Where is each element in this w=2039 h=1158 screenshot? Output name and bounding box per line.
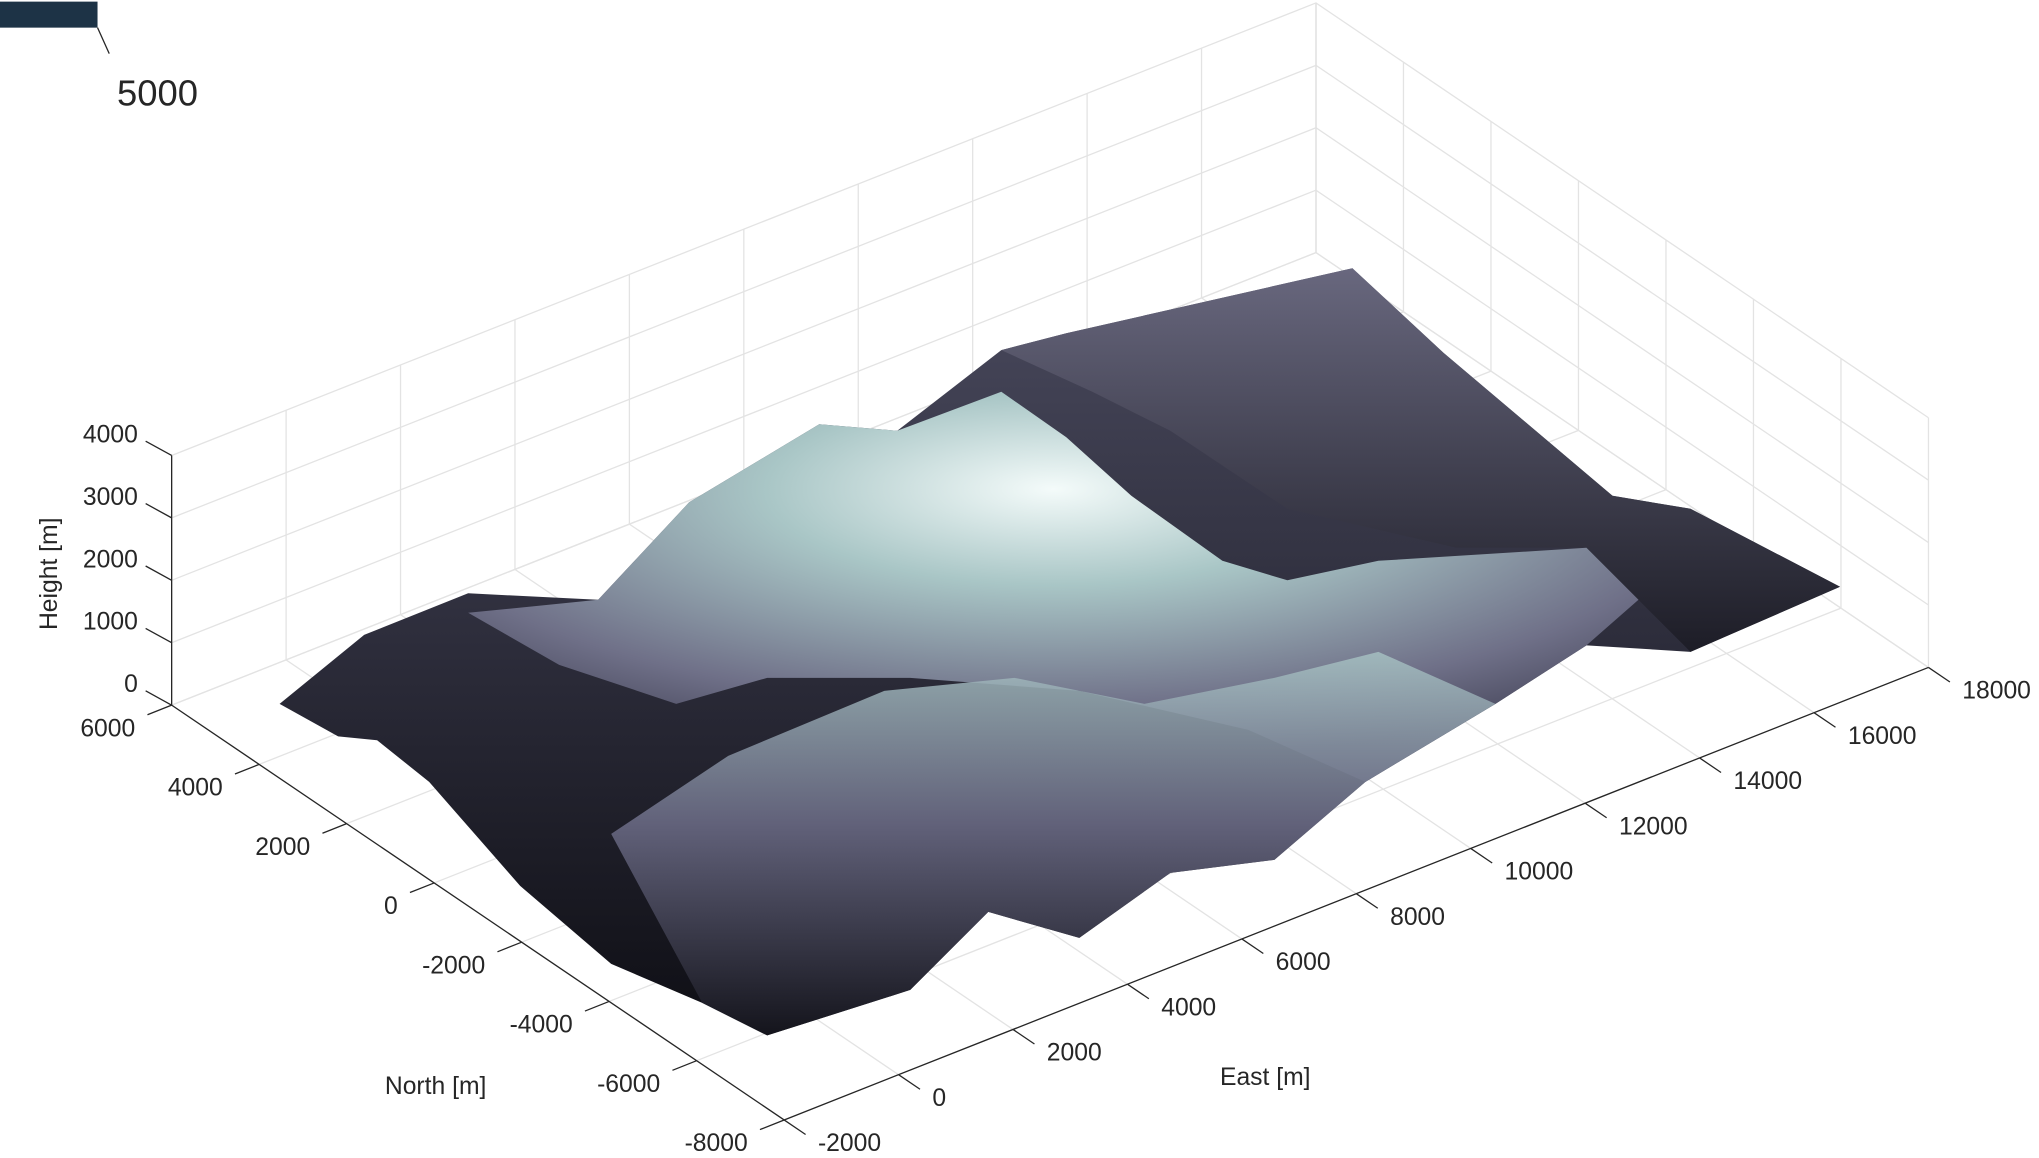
z-tick-mark	[146, 504, 172, 518]
z-tick-mark	[146, 441, 172, 455]
x-tick-mark	[1242, 939, 1263, 954]
x-tick-label: 16000	[1848, 723, 1917, 750]
y-tick-mark	[235, 764, 259, 774]
x-tick-label: 10000	[1505, 859, 1574, 886]
y-tick-label: -2000	[422, 952, 485, 979]
z-tick-label: 0	[124, 671, 138, 698]
surface-chart: 5000 East [m] North [m] Height [m] -2000…	[0, 0, 2039, 1158]
x-axis-label: East [m]	[1220, 1064, 1311, 1091]
x-tick-label: 18000	[1962, 678, 2031, 705]
z-tick-label: 2000	[83, 546, 138, 573]
y-tick-label: 4000	[168, 775, 223, 802]
y-axis-label: North [m]	[385, 1073, 487, 1100]
x-tick-mark	[1814, 713, 1835, 728]
z-tick-mark	[146, 628, 172, 642]
x-tick-mark	[1585, 803, 1606, 818]
x-tick-label: 14000	[1733, 768, 1802, 795]
cropped-label: 5000	[117, 73, 198, 114]
y-tick-label: -4000	[510, 1012, 573, 1039]
z-tick-label: 3000	[83, 484, 138, 511]
x-tick-mark	[1013, 1029, 1034, 1044]
y-tick-mark	[410, 883, 434, 893]
y-tick-mark	[585, 1001, 609, 1011]
x-tick-label: 12000	[1619, 813, 1688, 840]
x-tick-mark	[899, 1075, 920, 1090]
x-tick-label: -2000	[818, 1130, 881, 1157]
x-tick-label: 6000	[1276, 949, 1331, 976]
cropped-tick	[98, 28, 110, 54]
x-tick-label: 2000	[1047, 1040, 1102, 1067]
x-tick-label: 0	[932, 1085, 946, 1112]
y-tick-mark	[497, 942, 521, 952]
z-tick-label: 1000	[83, 609, 138, 636]
z-tick-mark	[146, 566, 172, 580]
x-tick-mark	[1928, 667, 1949, 682]
z-tick-mark	[146, 691, 172, 705]
x-tick-label: 8000	[1390, 904, 1445, 931]
z-axis-label: Height [m]	[36, 518, 63, 631]
y-tick-label: -6000	[597, 1071, 660, 1098]
x-tick-mark	[1356, 894, 1377, 909]
y-tick-label: 2000	[255, 834, 310, 861]
z-tick-label: 4000	[83, 421, 138, 448]
y-tick-mark	[322, 824, 346, 834]
y-tick-label: 0	[384, 893, 398, 920]
x-tick-mark	[784, 1120, 805, 1135]
x-tick-mark	[1700, 758, 1721, 773]
y-tick-mark	[147, 705, 171, 715]
x-tick-label: 4000	[1161, 994, 1216, 1021]
y-tick-label: 6000	[80, 715, 135, 742]
cropped-colorbar	[0, 2, 98, 28]
y-tick-mark	[760, 1120, 784, 1130]
x-tick-mark	[1127, 984, 1148, 999]
y-tick-label: -8000	[685, 1130, 748, 1157]
x-tick-mark	[1471, 848, 1492, 863]
y-tick-mark	[672, 1061, 696, 1071]
